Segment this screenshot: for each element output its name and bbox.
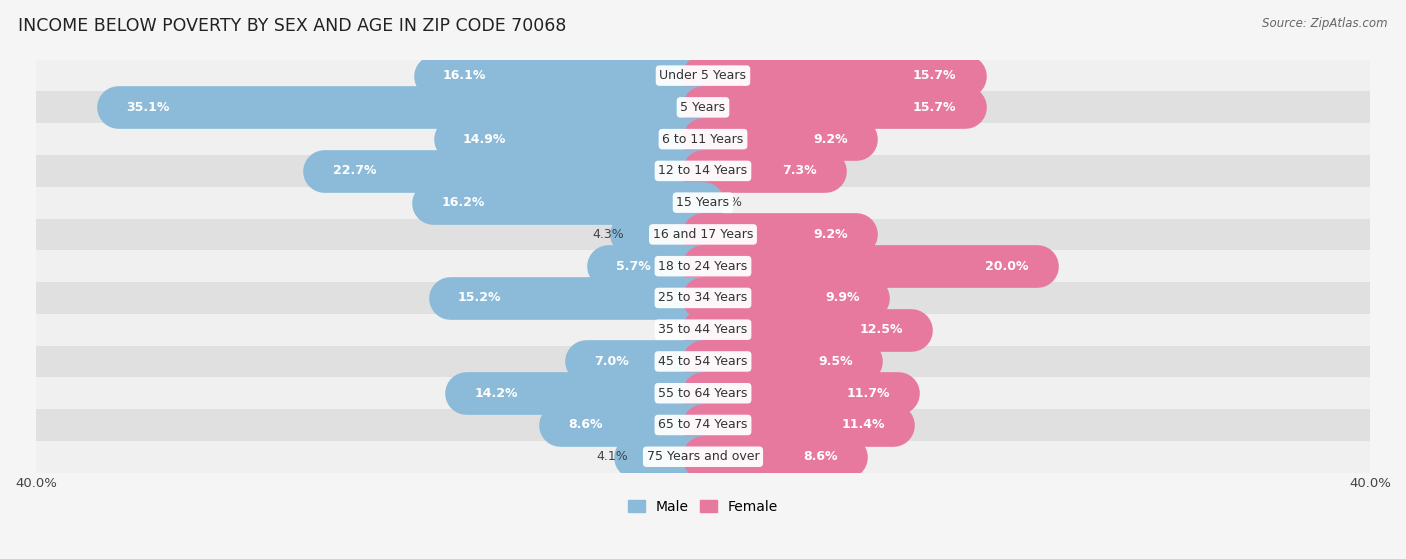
Text: Source: ZipAtlas.com: Source: ZipAtlas.com bbox=[1263, 17, 1388, 30]
Bar bbox=[703, 448, 846, 466]
Text: 9.2%: 9.2% bbox=[814, 228, 848, 241]
Text: INCOME BELOW POVERTY BY SEX AND AGE IN ZIP CODE 70068: INCOME BELOW POVERTY BY SEX AND AGE IN Z… bbox=[18, 17, 567, 35]
Text: 25 to 34 Years: 25 to 34 Years bbox=[658, 291, 748, 305]
Bar bbox=[703, 130, 856, 148]
Bar bbox=[37, 409, 1369, 441]
Text: 5.7%: 5.7% bbox=[616, 260, 651, 273]
Bar bbox=[434, 67, 703, 85]
Text: 5 Years: 5 Years bbox=[681, 101, 725, 114]
Bar bbox=[37, 155, 1369, 187]
Bar bbox=[703, 289, 868, 307]
Text: 6 to 11 Years: 6 to 11 Years bbox=[662, 132, 744, 146]
Bar bbox=[703, 162, 825, 180]
Text: 7.3%: 7.3% bbox=[782, 164, 817, 177]
Text: 9.5%: 9.5% bbox=[818, 355, 853, 368]
Text: 11.7%: 11.7% bbox=[846, 387, 890, 400]
Text: 45 to 54 Years: 45 to 54 Years bbox=[658, 355, 748, 368]
Text: 18 to 24 Years: 18 to 24 Years bbox=[658, 260, 748, 273]
Text: 8.6%: 8.6% bbox=[804, 450, 838, 463]
Text: 4.1%: 4.1% bbox=[596, 450, 628, 463]
Bar bbox=[37, 219, 1369, 250]
Bar bbox=[433, 193, 703, 212]
Bar bbox=[37, 441, 1369, 472]
Text: 15.7%: 15.7% bbox=[912, 69, 956, 82]
Bar bbox=[37, 60, 1369, 92]
Bar bbox=[37, 187, 1369, 219]
Bar bbox=[37, 123, 1369, 155]
Text: 9.9%: 9.9% bbox=[825, 291, 859, 305]
Text: 16.2%: 16.2% bbox=[441, 196, 485, 209]
Bar bbox=[703, 98, 965, 117]
Text: 35 to 44 Years: 35 to 44 Years bbox=[658, 323, 748, 336]
Bar bbox=[560, 416, 703, 434]
Text: 7.0%: 7.0% bbox=[595, 355, 630, 368]
Text: 75 Years and over: 75 Years and over bbox=[647, 450, 759, 463]
Text: 15.7%: 15.7% bbox=[912, 101, 956, 114]
Bar bbox=[703, 416, 893, 434]
Text: 0.0%: 0.0% bbox=[664, 323, 696, 336]
Bar bbox=[703, 257, 1036, 276]
Text: 65 to 74 Years: 65 to 74 Years bbox=[658, 419, 748, 432]
Bar bbox=[454, 130, 703, 148]
Bar bbox=[37, 345, 1369, 377]
Text: 16.1%: 16.1% bbox=[443, 69, 486, 82]
Bar bbox=[37, 250, 1369, 282]
Text: 12.5%: 12.5% bbox=[859, 323, 903, 336]
Text: 22.7%: 22.7% bbox=[333, 164, 377, 177]
Text: 15.2%: 15.2% bbox=[458, 291, 502, 305]
Bar bbox=[703, 67, 965, 85]
Bar bbox=[586, 352, 703, 371]
Bar bbox=[37, 92, 1369, 123]
Bar bbox=[37, 377, 1369, 409]
Bar bbox=[634, 448, 703, 466]
Text: 11.4%: 11.4% bbox=[841, 419, 884, 432]
Bar bbox=[37, 314, 1369, 345]
Text: 35.1%: 35.1% bbox=[127, 101, 169, 114]
Text: Under 5 Years: Under 5 Years bbox=[659, 69, 747, 82]
Bar bbox=[703, 352, 862, 371]
Bar bbox=[37, 282, 1369, 314]
Text: 55 to 64 Years: 55 to 64 Years bbox=[658, 387, 748, 400]
Legend: Male, Female: Male, Female bbox=[623, 494, 783, 519]
Text: 4.3%: 4.3% bbox=[593, 228, 624, 241]
Text: 12 to 14 Years: 12 to 14 Years bbox=[658, 164, 748, 177]
Bar bbox=[607, 257, 703, 276]
Text: 9.2%: 9.2% bbox=[814, 132, 848, 146]
Bar bbox=[467, 384, 703, 402]
Bar bbox=[631, 225, 703, 244]
Bar bbox=[703, 320, 911, 339]
Text: 14.9%: 14.9% bbox=[463, 132, 506, 146]
Text: 8.6%: 8.6% bbox=[568, 419, 602, 432]
Bar bbox=[325, 162, 703, 180]
Bar bbox=[118, 98, 703, 117]
Text: 20.0%: 20.0% bbox=[984, 260, 1028, 273]
Bar bbox=[703, 225, 856, 244]
Text: 14.2%: 14.2% bbox=[475, 387, 517, 400]
Bar bbox=[703, 384, 898, 402]
Bar bbox=[450, 289, 703, 307]
Text: 15 Years: 15 Years bbox=[676, 196, 730, 209]
Text: 16 and 17 Years: 16 and 17 Years bbox=[652, 228, 754, 241]
Text: 0.0%: 0.0% bbox=[710, 196, 742, 209]
